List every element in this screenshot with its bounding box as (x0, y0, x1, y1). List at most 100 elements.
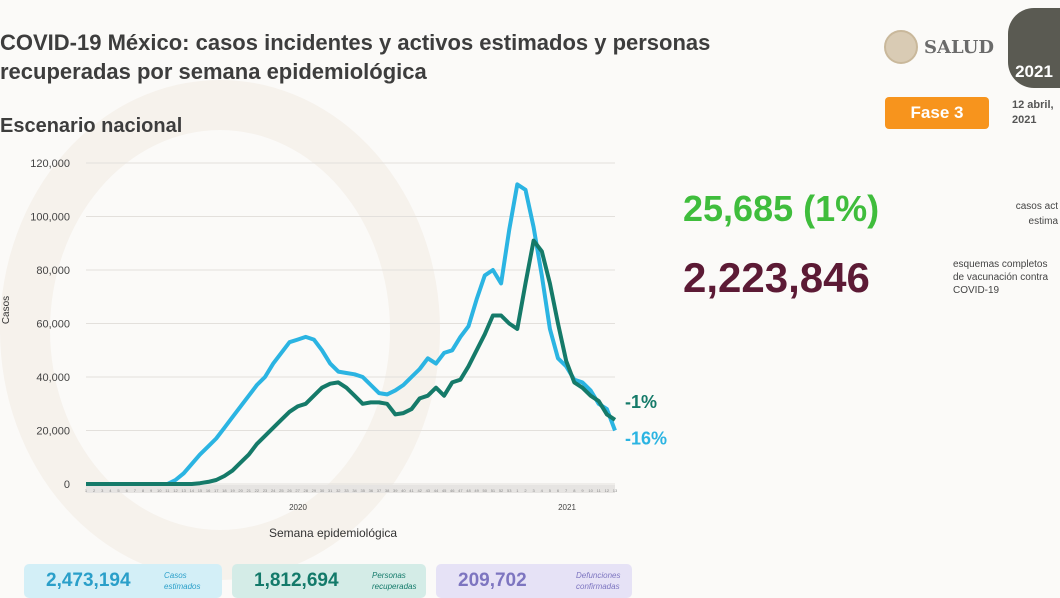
x-tick-label: 39 (393, 488, 398, 493)
card-value: 2,473,194 (46, 570, 131, 591)
note-line: estima (1028, 216, 1058, 227)
phase-badge: Fase 3 (885, 97, 989, 129)
vaccinated-note: esquemas completos de vacunación contra CO… (953, 258, 1058, 297)
y-tick-label: 20,000 (36, 426, 70, 438)
x-tick-label: 4 (109, 488, 112, 493)
x-tick-label: 10 (588, 488, 593, 493)
x-tick-label: 7 (134, 488, 137, 493)
x-tick-label: 4 (541, 488, 544, 493)
x-tick-label: 48 (466, 488, 471, 493)
x-tick-label: 40 (401, 488, 406, 493)
y-axis-title: Casos (1, 296, 12, 324)
x-tick-label: 18 (222, 488, 227, 493)
x-tick-label: 37 (377, 488, 382, 493)
card-label: Casos estimados (164, 571, 201, 591)
x-tick-label: 53 (507, 488, 512, 493)
note-line: esquemas completos (953, 259, 1048, 270)
x-tick-label: 38 (385, 488, 390, 493)
x-tick-label: 16 (206, 488, 211, 493)
x-tick-label: 14 (190, 488, 195, 493)
x-tick-label: 52 (499, 488, 504, 493)
x-tick-label: 2 (524, 488, 527, 493)
seal-icon (884, 30, 918, 64)
x-tick-label: 7 (565, 488, 568, 493)
title-line-1: COVID-19 México: casos incidentes y acti… (0, 30, 711, 55)
salud-logo-text: SALUD (924, 36, 994, 58)
card-label: Personas recuperadas (372, 571, 417, 591)
date-line-2: 2021 (1012, 114, 1037, 126)
x-tick-label: 15 (198, 488, 203, 493)
x-axis-band (86, 485, 615, 493)
note-line: de vacunación contra (953, 272, 1049, 283)
vaccinated-value: 2,223,846 (683, 254, 870, 301)
active-cases-note: casos act estima (998, 199, 1058, 229)
y-tick-label: 60,000 (36, 319, 70, 331)
x-tick-label: 43 (426, 488, 431, 493)
x-tick-label: 1 (85, 488, 88, 493)
x-tick-label: 10 (157, 488, 162, 493)
x-tick-label: 9 (150, 488, 153, 493)
year-label: 2021 (558, 503, 576, 512)
x-tick-label: 47 (458, 488, 463, 493)
x-tick-label: 2 (93, 488, 96, 493)
x-tick-label: 31 (328, 488, 333, 493)
title-line-2: recuperadas por semana epidemiológica (0, 59, 427, 84)
y-tick-label: 100,000 (30, 212, 70, 224)
series-line (86, 182, 617, 486)
x-tick-label: 3 (532, 488, 535, 493)
x-tick-label: 29 (312, 488, 317, 493)
x-tick-label: 45 (442, 488, 447, 493)
x-tick-label: 49 (474, 488, 479, 493)
x-tick-label: 12 (605, 488, 610, 493)
series-end-label: -1% (625, 392, 657, 412)
x-tick-label: 50 (483, 488, 488, 493)
x-tick-label: 6 (126, 488, 129, 493)
salud-logo: SALUD (884, 30, 994, 64)
note-line: casos act (1015, 201, 1058, 212)
x-tick-label: 8 (573, 488, 576, 493)
active-cases-value: 25,685 (1%) (683, 188, 880, 229)
x-tick-label: 11 (597, 488, 602, 493)
card-label: Defunciones confirmadas (576, 571, 621, 591)
x-tick-label: 12 (173, 488, 178, 493)
x-tick-label: 17 (214, 488, 219, 493)
subtitle: Escenario nacional (0, 115, 183, 137)
x-tick-label: 34 (352, 488, 357, 493)
x-tick-label: 30 (320, 488, 325, 493)
x-axis-title: Semana epidemiológica (269, 526, 397, 540)
x-tick-label: 26 (287, 488, 292, 493)
date-line-1: 12 abril, (1012, 99, 1054, 111)
emblem-text: 2021 (1015, 62, 1053, 81)
x-tick-label: 22 (255, 488, 260, 493)
mexico-2021-emblem: 2021 (1008, 8, 1060, 88)
x-tick-label: 36 (369, 488, 374, 493)
x-tick-label: 6 (557, 488, 560, 493)
x-tick-label: 32 (336, 488, 341, 493)
y-tick-label: 0 (64, 479, 70, 491)
x-tick-label: 5 (549, 488, 552, 493)
x-tick-label: 44 (434, 488, 439, 493)
x-tick-label: 25 (279, 488, 284, 493)
x-tick-label: 13 (181, 488, 186, 493)
x-tick-label: 46 (450, 488, 455, 493)
x-tick-label: 11 (165, 488, 170, 493)
x-tick-label: 19 (230, 488, 235, 493)
x-tick-label: 3 (101, 488, 104, 493)
x-tick-label: 24 (271, 488, 276, 493)
x-tick-label: 42 (417, 488, 422, 493)
x-tick-label: 1 (516, 488, 519, 493)
series-end-label: -16% (625, 429, 667, 449)
x-tick-label: 23 (263, 488, 268, 493)
y-tick-label: 40,000 (36, 372, 70, 384)
summary-card: 1,812,694 Personas recuperadas (232, 564, 426, 598)
note-line: COVID-19 (953, 285, 1000, 296)
card-value: 1,812,694 (254, 570, 339, 591)
date: 12 abril, 2021 (1012, 98, 1058, 128)
x-tick-label: 51 (491, 488, 496, 493)
x-tick-label: 13 (613, 488, 618, 493)
x-tick-label: 9 (581, 488, 584, 493)
y-tick-label: 80,000 (36, 265, 70, 277)
x-tick-label: 33 (344, 488, 349, 493)
y-tick-label: 120,000 (30, 158, 70, 170)
